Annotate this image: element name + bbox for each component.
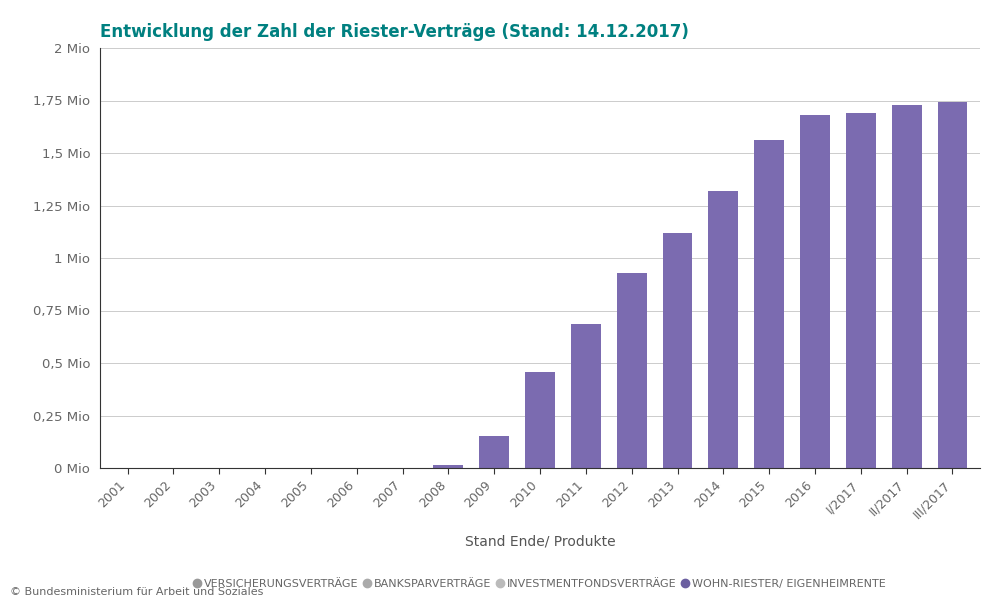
Bar xyxy=(754,140,784,468)
Bar xyxy=(433,466,463,468)
Bar xyxy=(846,113,876,468)
Bar xyxy=(708,191,738,468)
Legend: VERSICHERUNGSVERTRÄGE, BANKSPARVERTRÄGE, INVESTMENTFONDSVERTRÄGE, WOHN-RIESTER/ : VERSICHERUNGSVERTRÄGE, BANKSPARVERTRÄGE,… xyxy=(194,578,886,589)
Bar xyxy=(617,272,647,468)
Bar xyxy=(479,436,509,468)
X-axis label: Stand Ende/ Produkte: Stand Ende/ Produkte xyxy=(465,535,615,548)
Bar xyxy=(800,115,830,468)
Bar xyxy=(525,373,555,468)
Text: © Bundesministerium für Arbeit und Soziales: © Bundesministerium für Arbeit und Sozia… xyxy=(10,587,263,597)
Bar xyxy=(663,233,692,468)
Bar xyxy=(571,324,601,468)
Text: Entwicklung der Zahl der Riester-Verträge (Stand: 14.12.2017): Entwicklung der Zahl der Riester-Verträg… xyxy=(100,23,689,41)
Bar xyxy=(938,101,967,468)
Bar xyxy=(892,104,922,468)
